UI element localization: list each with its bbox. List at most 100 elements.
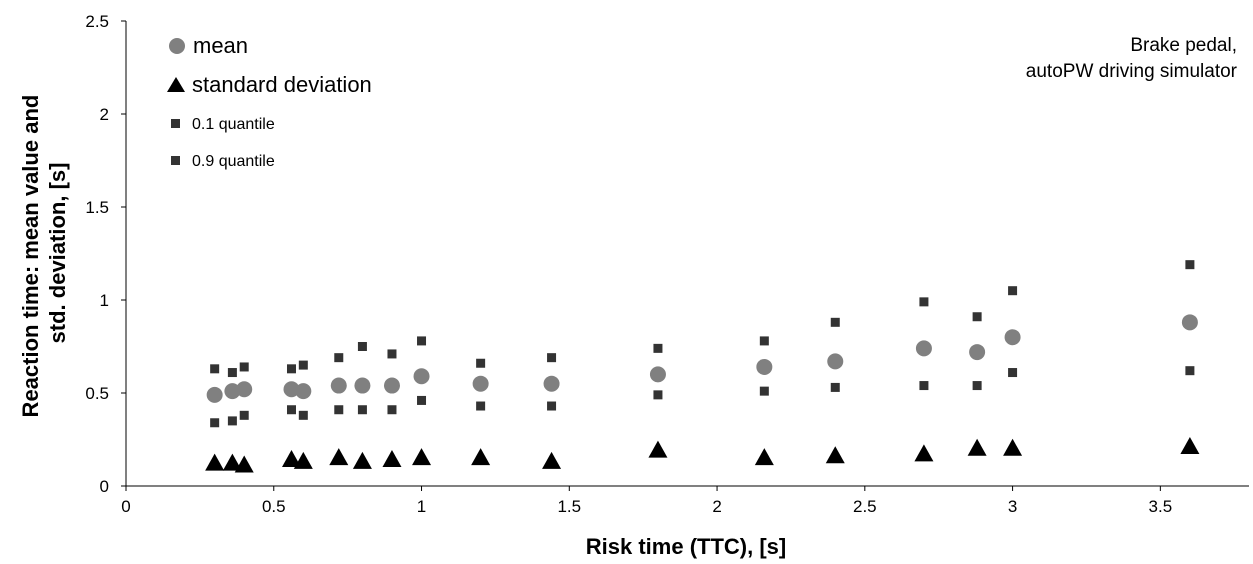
point-standard-deviation: [1180, 436, 1200, 454]
point-0-1-quantile: [334, 405, 344, 415]
point-mean: [236, 381, 253, 398]
point-0-1-quantile: [1185, 366, 1195, 376]
point-0-1-quantile: [210, 418, 220, 428]
point-mean: [413, 368, 430, 385]
annotation-line-1: Brake pedal,: [1130, 35, 1237, 56]
legend-item-0-1-quantile: 0.1 quantile: [171, 116, 275, 133]
y-tick-label-2-5: 2.5: [85, 12, 109, 31]
point-0-9-quantile: [298, 360, 308, 370]
point-0-1-quantile: [919, 381, 929, 391]
series-0-1-quantile: [210, 366, 1195, 428]
x-tick-label-3-5: 3.5: [1149, 497, 1173, 516]
y-axis-title-line-2: std. deviation, [s]: [45, 163, 70, 344]
point-0-9-quantile: [210, 364, 220, 374]
point-mean: [969, 344, 986, 361]
legend-label-0-1-quantile: 0.1 quantile: [192, 116, 275, 133]
point-standard-deviation: [967, 438, 987, 456]
y-axis-title-line-1: Reaction time: mean value and: [18, 95, 43, 418]
point-0-1-quantile: [830, 382, 840, 392]
legend-item-standard-deviation: standard deviation: [167, 72, 372, 97]
point-mean: [756, 358, 773, 375]
legend-label-0-9-quantile: 0.9 quantile: [192, 153, 275, 170]
point-mean: [206, 386, 223, 403]
point-mean: [827, 353, 844, 370]
y-tick-label-0-5: 0.5: [85, 384, 109, 403]
legend-marker-0-1-quantile: [171, 119, 180, 128]
series-mean: [206, 314, 1198, 403]
x-axis-title: Risk time (TTC), [s]: [586, 534, 786, 559]
point-standard-deviation: [542, 451, 562, 469]
point-standard-deviation: [754, 448, 774, 466]
point-0-1-quantile: [972, 381, 982, 391]
point-0-1-quantile: [286, 405, 296, 415]
point-mean: [224, 383, 241, 400]
legend: mean standard deviation 0.1 quantile 0.9…: [167, 33, 372, 170]
point-standard-deviation: [234, 455, 254, 473]
point-mean: [383, 377, 400, 394]
point-0-1-quantile: [357, 405, 367, 415]
y-axis-title: Reaction time: mean value and std. devia…: [18, 89, 70, 418]
point-0-1-quantile: [653, 390, 663, 400]
point-standard-deviation: [205, 453, 225, 471]
point-0-1-quantile: [387, 405, 397, 415]
point-0-9-quantile: [227, 368, 237, 378]
annotation: Brake pedal, autoPW driving simulator: [1026, 35, 1238, 82]
x-tick-label-0: 0: [121, 497, 130, 516]
legend-item-mean: mean: [169, 33, 248, 58]
y-tick-label-1-5: 1.5: [85, 198, 109, 217]
point-0-9-quantile: [286, 364, 296, 374]
y-tick-label-2: 2: [100, 105, 109, 124]
point-0-9-quantile: [830, 317, 840, 327]
point-0-9-quantile: [1008, 286, 1018, 296]
x-tick-label-0-5: 0.5: [262, 497, 286, 516]
x-tick-label-1-5: 1.5: [557, 497, 581, 516]
point-standard-deviation: [1003, 438, 1023, 456]
point-0-9-quantile: [972, 312, 982, 322]
data-marks: [205, 260, 1200, 473]
point-standard-deviation: [281, 449, 301, 467]
point-0-1-quantile: [298, 410, 308, 420]
point-0-9-quantile: [759, 336, 769, 346]
point-mean: [543, 375, 560, 392]
series-standard-deviation: [205, 436, 1200, 473]
legend-marker-standard-deviation: [167, 77, 185, 92]
point-0-9-quantile: [476, 358, 486, 368]
point-standard-deviation: [471, 448, 491, 466]
point-standard-deviation: [825, 446, 845, 464]
point-mean: [649, 366, 666, 383]
point-standard-deviation: [222, 453, 242, 471]
x-tick-label-1: 1: [417, 497, 426, 516]
x-tick-label-2: 2: [712, 497, 721, 516]
point-0-1-quantile: [547, 401, 557, 411]
point-standard-deviation: [329, 448, 349, 466]
point-mean: [283, 381, 300, 398]
x-tick-label-3: 3: [1008, 497, 1017, 516]
legend-label-mean: mean: [193, 33, 248, 58]
point-0-9-quantile: [417, 336, 427, 346]
point-standard-deviation: [293, 451, 313, 469]
y-tick-label-1: 1: [100, 291, 109, 310]
legend-marker-mean: [169, 38, 185, 54]
point-mean: [1004, 329, 1021, 346]
point-0-1-quantile: [227, 416, 237, 426]
legend-label-standard-deviation: standard deviation: [192, 72, 372, 97]
point-0-1-quantile: [1008, 368, 1018, 378]
point-mean: [915, 340, 932, 357]
point-0-9-quantile: [547, 353, 557, 363]
point-0-1-quantile: [417, 395, 427, 405]
point-0-9-quantile: [653, 343, 663, 353]
point-0-1-quantile: [239, 410, 249, 420]
point-standard-deviation: [382, 449, 402, 467]
legend-item-0-9-quantile: 0.9 quantile: [171, 153, 275, 170]
x-tick-label-2-5: 2.5: [853, 497, 877, 516]
series-0-9-quantile: [210, 260, 1195, 378]
point-standard-deviation: [648, 440, 668, 458]
point-0-9-quantile: [1185, 260, 1195, 270]
ticks: 0 0.5 1 1.5 2 2.5 3 3.5 0 0.5 1 1.5 2 2.5: [85, 12, 1172, 516]
point-0-9-quantile: [239, 362, 249, 372]
point-0-1-quantile: [759, 386, 769, 396]
point-0-9-quantile: [357, 342, 367, 351]
point-mean: [354, 377, 371, 394]
point-0-1-quantile: [476, 401, 486, 411]
point-standard-deviation: [352, 451, 372, 469]
